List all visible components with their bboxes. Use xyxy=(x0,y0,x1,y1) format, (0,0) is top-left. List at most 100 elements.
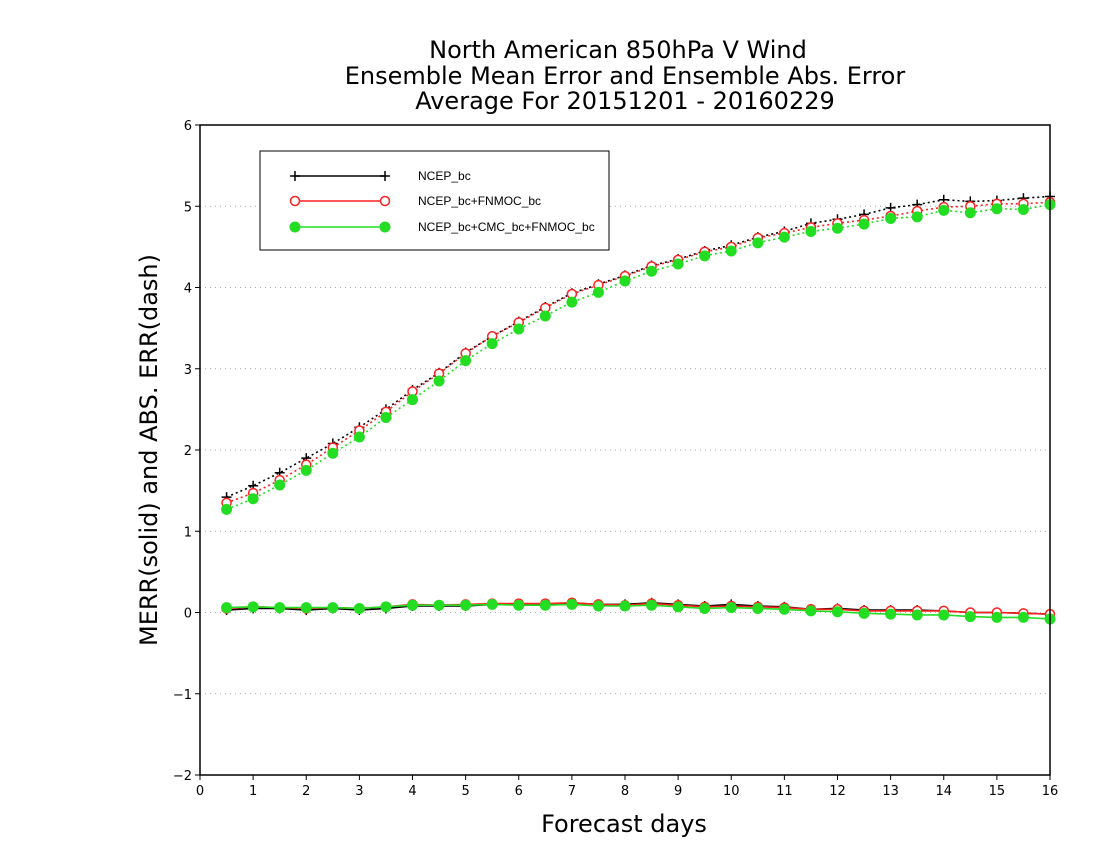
ncep-cmc-fnmoc-abs-err-point xyxy=(274,479,286,491)
ncep-cmc-fnmoc-abs-err-point xyxy=(300,464,312,476)
title-line-2: Ensemble Mean Error and Ensemble Abs. Er… xyxy=(345,62,906,90)
ncep-cmc-fnmoc-abs-err-point xyxy=(486,338,498,350)
ncep-cmc-fnmoc-merr-point xyxy=(327,602,339,614)
legend-marker xyxy=(290,171,300,181)
x-tick-label: 3 xyxy=(355,784,363,799)
x-tick-label: 9 xyxy=(674,784,682,799)
legend-label: NCEP_bc+CMC_bc+FNMOC_bc xyxy=(418,220,595,234)
ncep-cmc-fnmoc-merr-point xyxy=(380,601,392,613)
ncep-cmc-fnmoc-abs-err-point xyxy=(832,222,843,234)
ncep-cmc-fnmoc-merr-point xyxy=(539,599,551,611)
ncep-cmc-fnmoc-abs-err-point xyxy=(699,250,711,262)
legend-item-ncep-cmc-fnmoc: NCEP_bc+CMC_bc+FNMOC_bc xyxy=(289,220,595,234)
ncep-cmc-fnmoc-abs-err-point xyxy=(619,275,631,287)
x-tick-label: 11 xyxy=(776,784,793,799)
x-axis-label: Forecast days xyxy=(541,810,707,838)
ncep-cmc-fnmoc-merr-point xyxy=(938,609,950,621)
ncep-cmc-fnmoc-abs-err-point xyxy=(964,207,976,219)
x-tick-label: 12 xyxy=(829,784,846,799)
ncep-cmc-fnmoc-merr-point xyxy=(646,599,658,611)
ncep-cmc-fnmoc-abs-err-point xyxy=(460,355,472,367)
x-tick-label: 14 xyxy=(935,784,952,799)
ncep-cmc-fnmoc-abs-err-point xyxy=(407,394,418,406)
ncep-cmc-fnmoc-merr-point xyxy=(964,611,976,623)
ncep-cmc-fnmoc-abs-err-point xyxy=(752,237,764,249)
y-tick-label: 3 xyxy=(184,363,192,378)
ncep-cmc-fnmoc-abs-err-point xyxy=(592,286,604,298)
ncep-cmc-fnmoc-merr-point xyxy=(725,602,737,614)
ncep-cmc-fnmoc-merr-point xyxy=(460,599,472,611)
ncep-cmc-fnmoc-merr-point xyxy=(619,600,631,612)
ncep-cmc-fnmoc-merr-point xyxy=(805,605,817,617)
ncep-cmc-fnmoc-abs-err-point xyxy=(247,493,259,505)
ncep-cmc-fnmoc-merr-point xyxy=(885,608,897,620)
legend: NCEP_bc NCEP_bc+FNMOC_bc NCEP_bc+CMC_bc+FN… xyxy=(259,150,610,251)
ncep-cmc-fnmoc-abs-err-point xyxy=(539,310,551,322)
x-tick-label: 10 xyxy=(723,784,740,799)
ncep-cmc-fnmoc-merr-point xyxy=(300,602,312,614)
ncep-cmc-fnmoc-merr-point xyxy=(247,601,259,613)
x-tick-label: 15 xyxy=(989,784,1006,799)
ncep-cmc-fnmoc-abs-err-point xyxy=(725,245,737,257)
ncep-cmc-fnmoc-abs-err-point xyxy=(646,265,658,277)
ncep-cmc-fnmoc-abs-err-point xyxy=(938,204,950,216)
chart-title: North American 850hPa V Wind Ensemble Me… xyxy=(345,36,906,115)
ncep-cmc-fnmoc-merr-point xyxy=(566,598,578,610)
x-tick-label: 4 xyxy=(408,784,416,799)
x-tick-label: 16 xyxy=(1042,784,1059,799)
ncep-cmc-fnmoc-merr-point xyxy=(221,602,233,614)
y-tick-label: 5 xyxy=(184,200,192,215)
x-tick-label: 6 xyxy=(515,784,523,799)
ncep-cmc-fnmoc-merr-point xyxy=(778,603,790,615)
ncep-cmc-fnmoc-merr-point xyxy=(752,602,764,614)
y-tick-label: 0 xyxy=(184,607,192,622)
ncep-cmc-fnmoc-abs-err-point xyxy=(353,431,365,443)
y-tick-label: 6 xyxy=(184,119,192,134)
series-layer xyxy=(221,191,1056,625)
ncep-cmc-fnmoc-merr-point xyxy=(513,599,525,611)
ncep-cmc-fnmoc-abs-err-point xyxy=(380,412,392,423)
ncep-cmc-fnmoc-merr-point xyxy=(407,599,418,611)
ncep-bc-abs-err-line xyxy=(226,195,1051,498)
x-tick-label: 13 xyxy=(882,784,899,799)
ncep-cmc-fnmoc-merr-point xyxy=(592,600,604,612)
ncep-cmc-fnmoc-abs-err-point xyxy=(911,211,923,223)
legend-item-ncep-bc: NCEP_bc xyxy=(290,169,471,183)
x-tick-label: 8 xyxy=(621,784,629,799)
ncep-cmc-fnmoc-abs-err-point xyxy=(221,503,233,515)
series-ncep-fnmoc xyxy=(221,196,1056,620)
title-line-1: North American 850hPa V Wind xyxy=(429,36,807,64)
legend-marker xyxy=(289,221,301,233)
ncep-cmc-fnmoc-abs-err-point xyxy=(858,218,870,230)
ncep-cmc-fnmoc-merr-point xyxy=(991,611,1003,623)
ncep-cmc-fnmoc-abs-err-point xyxy=(991,203,1003,215)
series-ncep-bc xyxy=(221,191,1055,620)
ncep-cmc-fnmoc-abs-err-point xyxy=(885,212,897,224)
ncep-cmc-fnmoc-abs-err-point xyxy=(1017,204,1029,215)
ncep-cmc-fnmoc-merr-point xyxy=(699,602,711,614)
legend-marker xyxy=(379,221,391,233)
ncep-cmc-fnmoc-merr-point xyxy=(832,606,843,618)
y-tick-label: −1 xyxy=(173,688,192,703)
x-tick-label: 5 xyxy=(461,784,469,799)
legend-label: NCEP_bc xyxy=(418,169,471,183)
y-axis-label: MERR(solid) and ABS. ERR(dash) xyxy=(135,254,163,646)
x-tick-label: 1 xyxy=(249,784,257,799)
ncep-cmc-fnmoc-abs-err-point xyxy=(566,296,578,308)
y-tick-label: 1 xyxy=(184,525,192,540)
y-tick-label: −2 xyxy=(173,769,192,784)
ncep-cmc-fnmoc-merr-point xyxy=(911,609,923,621)
series-ncep-cmc-fnmoc xyxy=(221,199,1056,625)
ncep-cmc-fnmoc-merr-point xyxy=(1017,611,1029,623)
y-tick-label: 2 xyxy=(184,444,192,459)
ncep-cmc-fnmoc-merr-point xyxy=(486,598,498,610)
ncep-cmc-fnmoc-abs-err-point xyxy=(805,225,817,237)
x-tick-label: 2 xyxy=(302,784,310,799)
ncep-cmc-fnmoc-merr-point xyxy=(353,602,365,614)
legend-item-ncep-fnmoc: NCEP_bc+FNMOC_bc xyxy=(289,194,541,208)
ncep-cmc-fnmoc-abs-err-point xyxy=(513,323,525,335)
ncep-cmc-fnmoc-merr-point xyxy=(858,607,870,619)
ncep-cmc-fnmoc-merr-point xyxy=(672,601,684,613)
x-tick-label: 0 xyxy=(196,784,204,799)
gridlines xyxy=(200,205,1050,695)
